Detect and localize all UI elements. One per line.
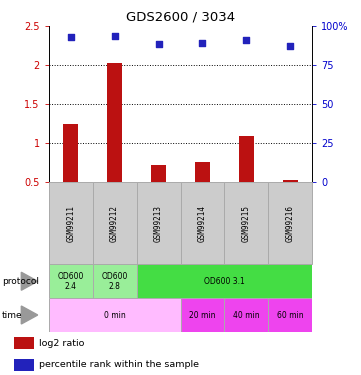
Text: OD600
2.8: OD600 2.8 xyxy=(101,272,128,291)
Text: time: time xyxy=(2,310,22,320)
FancyBboxPatch shape xyxy=(225,298,268,332)
Point xyxy=(68,34,74,40)
FancyBboxPatch shape xyxy=(268,182,312,264)
Text: 0 min: 0 min xyxy=(104,310,126,320)
Text: log2 ratio: log2 ratio xyxy=(39,339,84,348)
Bar xyxy=(14,358,34,370)
Text: GSM99216: GSM99216 xyxy=(286,205,295,242)
Point xyxy=(287,43,293,49)
FancyBboxPatch shape xyxy=(93,182,136,264)
Text: OD600
2.4: OD600 2.4 xyxy=(57,272,84,291)
Text: GSM99214: GSM99214 xyxy=(198,205,207,242)
Point xyxy=(156,41,161,47)
Bar xyxy=(195,162,210,182)
Bar xyxy=(151,165,166,182)
FancyBboxPatch shape xyxy=(49,264,93,298)
Text: GSM99215: GSM99215 xyxy=(242,205,251,242)
Bar xyxy=(283,180,298,182)
Text: 40 min: 40 min xyxy=(233,310,260,320)
FancyBboxPatch shape xyxy=(180,182,225,264)
FancyBboxPatch shape xyxy=(93,264,136,298)
Text: 60 min: 60 min xyxy=(277,310,304,320)
Bar xyxy=(239,136,254,182)
FancyBboxPatch shape xyxy=(180,298,225,332)
FancyBboxPatch shape xyxy=(49,182,93,264)
Text: OD600 3.1: OD600 3.1 xyxy=(204,277,245,286)
Text: GSM99213: GSM99213 xyxy=(154,205,163,242)
Point xyxy=(200,40,205,46)
Point xyxy=(112,33,117,39)
Point xyxy=(243,37,249,43)
Text: protocol: protocol xyxy=(2,277,39,286)
Bar xyxy=(14,337,34,349)
Text: GSM99212: GSM99212 xyxy=(110,205,119,242)
Polygon shape xyxy=(21,306,38,324)
Title: GDS2600 / 3034: GDS2600 / 3034 xyxy=(126,11,235,24)
Text: GSM99211: GSM99211 xyxy=(66,205,75,242)
FancyBboxPatch shape xyxy=(268,298,312,332)
Text: 20 min: 20 min xyxy=(189,310,216,320)
Bar xyxy=(63,123,78,182)
FancyBboxPatch shape xyxy=(225,182,268,264)
Text: percentile rank within the sample: percentile rank within the sample xyxy=(39,360,199,369)
FancyBboxPatch shape xyxy=(136,182,180,264)
Polygon shape xyxy=(21,272,38,290)
Bar xyxy=(107,63,122,182)
FancyBboxPatch shape xyxy=(49,298,180,332)
FancyBboxPatch shape xyxy=(136,264,312,298)
